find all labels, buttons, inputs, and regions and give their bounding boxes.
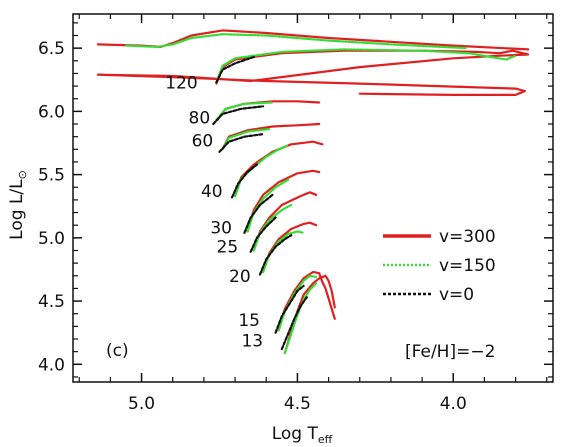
y-tick-label: 6.5 — [38, 39, 65, 59]
track-40-v0 — [230, 163, 258, 199]
tracks-layer — [96, 29, 530, 354]
track-25-v0 — [249, 216, 277, 253]
mass-label-80: 80 — [189, 109, 211, 129]
y-axis-title-subscript: ⊙ — [16, 170, 29, 179]
panel-label: (c) — [106, 341, 129, 361]
y-tick-label: 4.5 — [38, 292, 65, 312]
plot-frame — [72, 13, 554, 383]
y-tick-label: 6.0 — [38, 102, 65, 122]
ticks-layer: 5.0 4.5 4.0 4.0 4.5 5.0 5.5 6.0 6.5 — [38, 14, 553, 414]
mass-label-20: 20 — [229, 267, 251, 287]
track-20-v0 — [258, 234, 293, 276]
track-25-v150 — [252, 203, 293, 252]
legend-label-v300: v=300 — [439, 227, 496, 247]
track-80-v0 — [212, 105, 265, 126]
track-13-v0 — [280, 296, 308, 351]
y-axis-title-main: Log L/L — [7, 179, 27, 240]
y-axis-title: Log L/L⊙ — [7, 170, 29, 240]
y-tick-label: 5.0 — [38, 229, 65, 249]
legend-label-v150: v=150 — [439, 256, 496, 276]
x-tick-label: 4.5 — [284, 394, 311, 414]
track-30-v150 — [246, 178, 290, 233]
metallicity-label: [Fe/H]=−2 — [405, 342, 495, 362]
x-tick-label: 5.0 — [128, 394, 155, 414]
track-30-v300 — [246, 169, 321, 233]
x-axis-title: Log Teff — [272, 424, 333, 446]
mass-label-13: 13 — [241, 331, 263, 351]
x-tick-label: 4.0 — [440, 394, 467, 414]
x-axis-title-subscript: eff — [318, 433, 333, 446]
legend: v=300 v=150 v=0 — [383, 227, 496, 305]
mass-label-25: 25 — [217, 238, 239, 258]
track-120-v150 — [124, 33, 467, 50]
legend-label-v0: v=0 — [439, 285, 474, 305]
track-120-v150 — [215, 48, 517, 84]
mass-label-60: 60 — [192, 131, 214, 151]
track-15-v0 — [274, 284, 305, 334]
track-60-v0 — [218, 133, 265, 153]
track-30-v0 — [243, 193, 274, 234]
track-15-v300 — [277, 270, 336, 332]
y-tick-label: 4.0 — [38, 355, 65, 375]
track-120-v0 — [215, 55, 255, 84]
mass-label-120: 120 — [165, 73, 197, 93]
mass-label-30: 30 — [210, 219, 232, 239]
x-axis-title-main: Log T — [272, 424, 319, 444]
track-120-v300 — [96, 49, 530, 96]
mass-label-15: 15 — [238, 311, 260, 331]
mass-label-40: 40 — [201, 182, 223, 202]
y-tick-label: 5.5 — [38, 166, 65, 186]
